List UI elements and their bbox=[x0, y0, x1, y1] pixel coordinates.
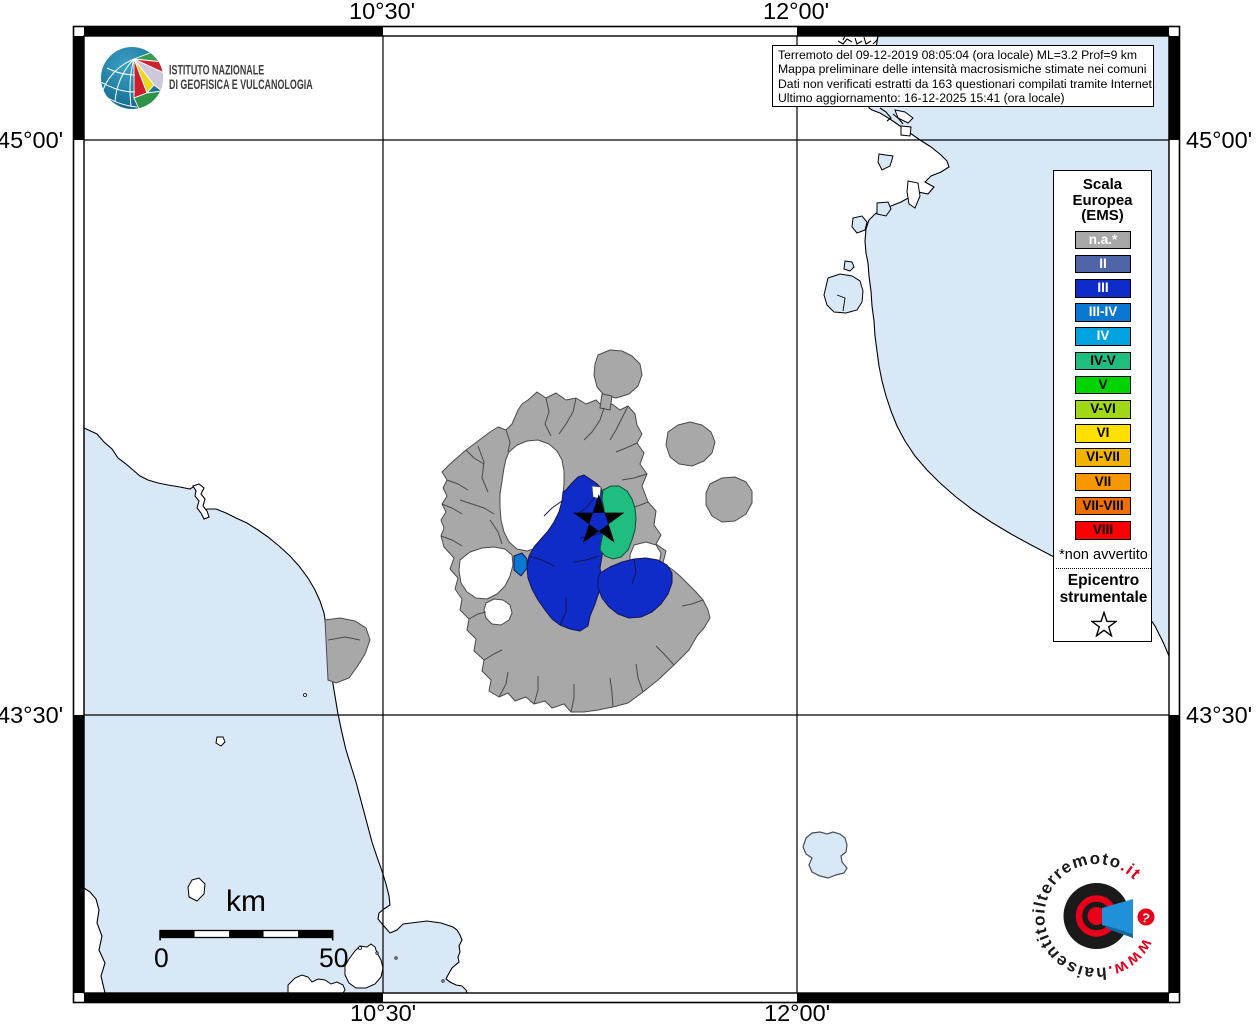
svg-text:?: ? bbox=[1140, 910, 1151, 926]
svg-text:DI GEOFISICA E VULCANOLOGIA: DI GEOFISICA E VULCANOLOGIA bbox=[169, 76, 313, 93]
svg-text:ISTITUTO NAZIONALE: ISTITUTO NAZIONALE bbox=[169, 61, 264, 78]
